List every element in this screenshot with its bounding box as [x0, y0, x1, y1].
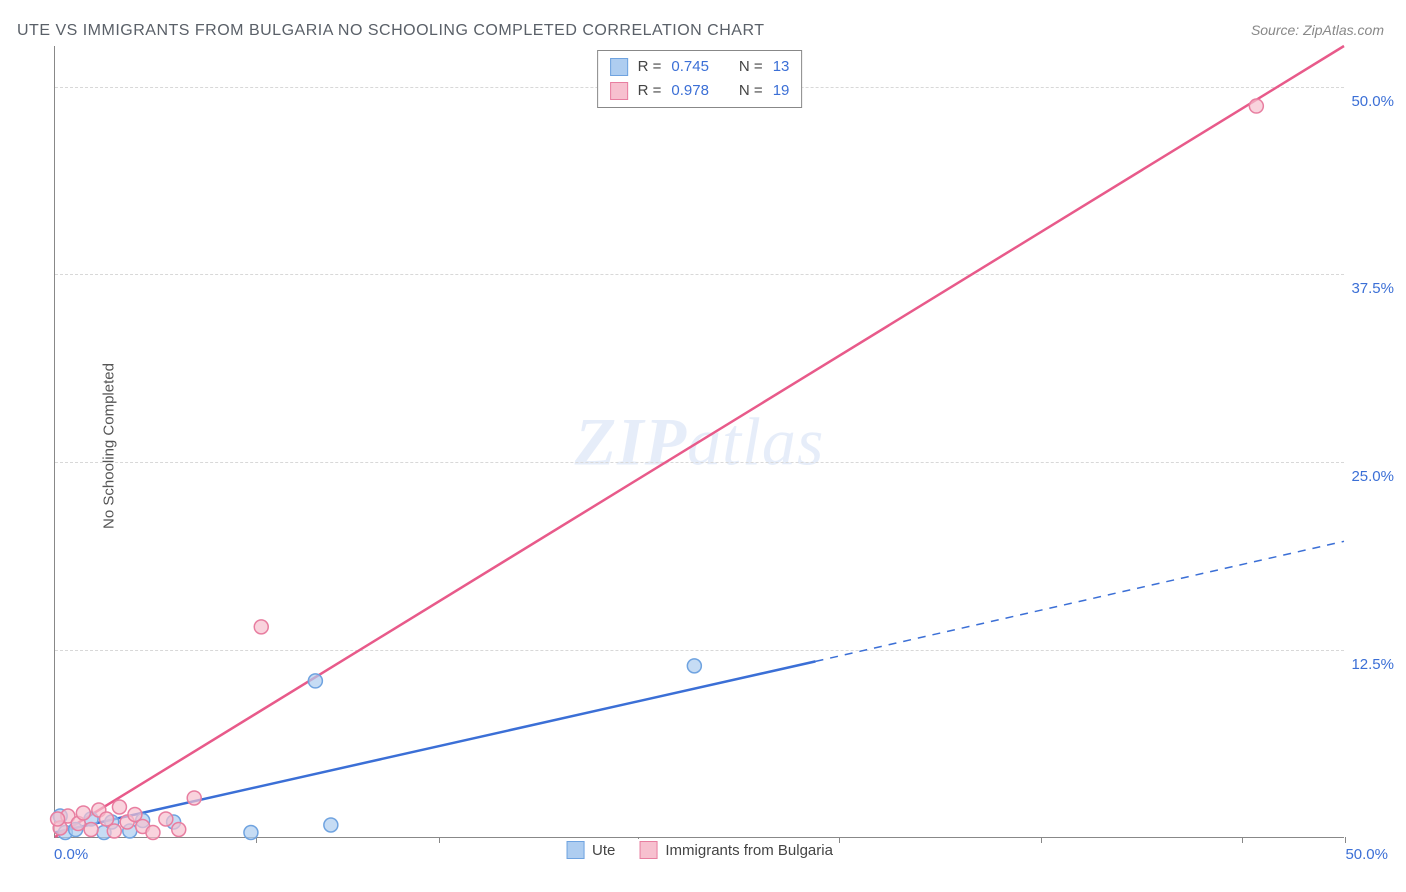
x-max-label: 50.0%: [1345, 846, 1388, 863]
x-tick: [1242, 837, 1243, 843]
data-point: [1249, 99, 1263, 113]
data-point: [159, 812, 173, 826]
legend-r-value: 0.745: [671, 55, 709, 79]
trend-line: [55, 661, 816, 832]
data-point: [187, 791, 201, 805]
data-point: [146, 826, 160, 840]
data-point: [172, 823, 186, 837]
legend-row: R = 0.978 N = 19: [610, 79, 790, 103]
plot-area: ZIPatlas 12.5%25.0%37.5%50.0% R =0.745N …: [54, 46, 1344, 838]
chart-title: UTE VS IMMIGRANTS FROM BULGARIA NO SCHOO…: [17, 22, 765, 40]
x-tick: [1041, 837, 1042, 843]
legend-r-label: R =: [638, 79, 662, 103]
y-tick-label: 12.5%: [1351, 656, 1394, 673]
x-tick: [439, 837, 440, 843]
legend-r-label: R =: [638, 55, 662, 79]
x-tick: [1345, 837, 1346, 843]
legend-swatch: [610, 58, 628, 76]
data-point: [244, 826, 258, 840]
legend-n-value: 19: [773, 79, 790, 103]
data-point: [687, 659, 701, 673]
trend-line: [55, 46, 1344, 837]
y-tick-label: 37.5%: [1351, 280, 1394, 297]
legend-n-label: N =: [739, 55, 763, 79]
legend-n-label: N =: [739, 79, 763, 103]
legend-item: Ute: [566, 841, 615, 859]
legend-swatch: [639, 841, 657, 859]
legend-series: Ute Immigrants from Bulgaria: [560, 839, 839, 861]
chart-svg: [55, 46, 1344, 837]
legend-item: Immigrants from Bulgaria: [639, 841, 833, 859]
data-point: [51, 812, 65, 826]
trend-line-extrapolated: [816, 541, 1344, 661]
legend-label: Immigrants from Bulgaria: [665, 842, 833, 859]
data-point: [112, 800, 126, 814]
legend-swatch: [610, 82, 628, 100]
y-tick-label: 50.0%: [1351, 93, 1394, 110]
y-tick-label: 25.0%: [1351, 468, 1394, 485]
legend-row: R = 0.745 N = 13: [610, 55, 790, 79]
data-point: [107, 824, 121, 838]
legend-label: Ute: [592, 842, 615, 859]
data-point: [254, 620, 268, 634]
data-point: [324, 818, 338, 832]
legend-n-value: 13: [773, 55, 790, 79]
data-point: [84, 823, 98, 837]
legend-correlation: R = 0.745 N = 13 R = 0.978 N = 19: [597, 50, 803, 108]
x-tick: [839, 837, 840, 843]
legend-r-value: 0.978: [671, 79, 709, 103]
legend-swatch: [566, 841, 584, 859]
data-point: [308, 674, 322, 688]
x-origin-label: 0.0%: [54, 846, 88, 863]
data-point: [76, 806, 90, 820]
source-attribution: Source: ZipAtlas.com: [1251, 22, 1384, 38]
